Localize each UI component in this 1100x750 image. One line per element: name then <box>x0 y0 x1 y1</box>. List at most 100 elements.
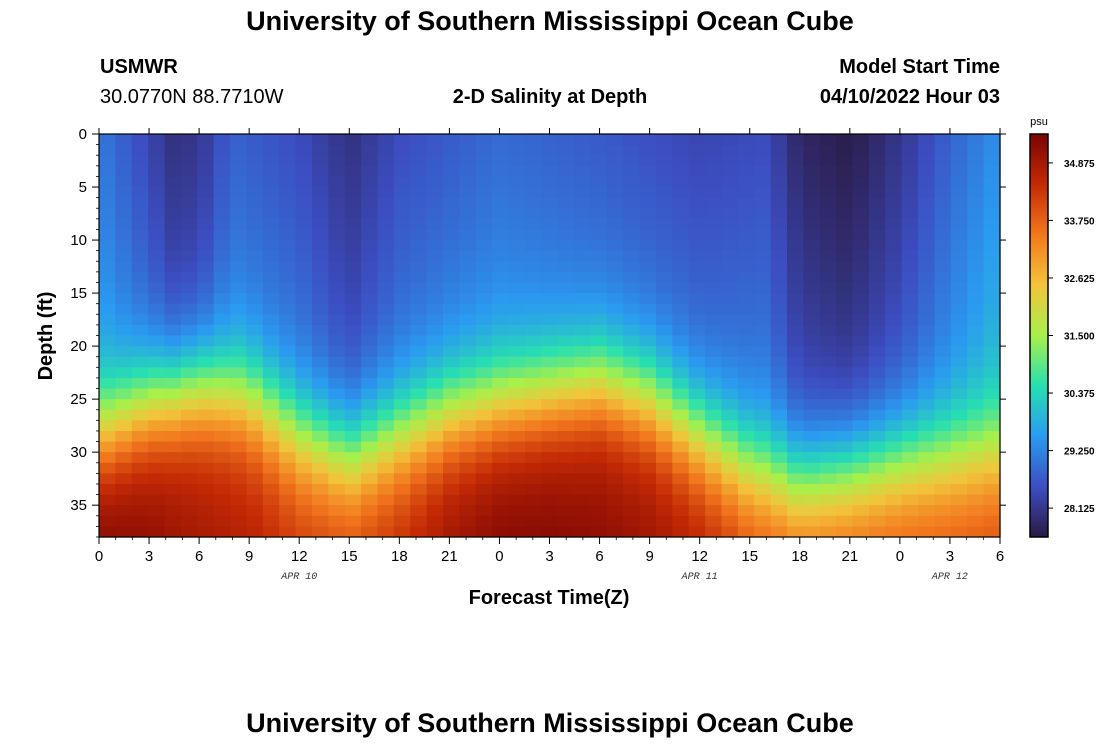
heatmap-cell <box>770 197 788 209</box>
heatmap-cell <box>295 324 313 337</box>
heatmap-cell <box>295 494 313 506</box>
heatmap-cell <box>164 229 182 241</box>
heatmap-cell <box>967 462 985 474</box>
heatmap-cell <box>524 197 542 209</box>
heatmap-cell <box>705 483 723 496</box>
heatmap-cell <box>950 409 968 421</box>
heatmap-cell <box>410 388 428 400</box>
heatmap-cell <box>180 462 198 474</box>
heatmap-cell <box>328 483 346 496</box>
heatmap-cell <box>934 377 952 390</box>
heatmap-cell <box>885 324 903 337</box>
heatmap-cell <box>99 314 116 326</box>
heatmap-cell <box>328 356 346 368</box>
heatmap-cell <box>754 261 772 273</box>
heatmap-cell <box>705 420 723 432</box>
heatmap-cell <box>230 197 248 209</box>
heatmap-cell <box>262 293 280 305</box>
heatmap-cell <box>623 452 641 464</box>
heatmap-cell <box>606 441 624 453</box>
heatmap-cell <box>475 208 493 220</box>
heatmap-cell <box>475 356 493 368</box>
heatmap-cell <box>344 505 362 517</box>
heatmap-cell <box>475 165 493 178</box>
heatmap-cell <box>836 420 854 432</box>
heatmap-cell <box>148 303 166 315</box>
heatmap-cell <box>819 155 837 167</box>
heatmap-cell <box>705 187 723 199</box>
heatmap-cell <box>885 399 903 411</box>
heatmap-cell <box>967 218 985 231</box>
x-tick-label: 21 <box>841 548 858 565</box>
heatmap-cell <box>180 271 198 284</box>
heatmap-cell <box>639 282 657 294</box>
heatmap-cell <box>655 134 673 146</box>
heatmap-cell <box>246 430 264 443</box>
heatmap-cell <box>508 367 526 379</box>
heatmap-cell <box>475 187 493 199</box>
heatmap-cell <box>426 144 444 156</box>
heatmap-cell <box>557 494 575 506</box>
heatmap-cell <box>541 388 559 400</box>
heatmap-cell <box>983 271 1001 284</box>
heatmap-cell <box>213 430 231 443</box>
heatmap-cell <box>623 441 641 453</box>
heatmap-cell <box>164 388 182 400</box>
heatmap-cell <box>672 303 690 315</box>
heatmap-cell <box>590 420 608 432</box>
heatmap-cell <box>655 377 673 390</box>
heatmap-cell <box>361 377 379 390</box>
heatmap-cell <box>230 505 248 517</box>
heatmap-cell <box>475 483 493 496</box>
heatmap-cell <box>606 420 624 432</box>
heatmap-cell <box>492 282 510 294</box>
heatmap-cell <box>426 229 444 241</box>
heatmap-cell <box>574 526 592 538</box>
heatmap-cell <box>410 144 428 156</box>
heatmap-cell <box>246 261 264 273</box>
heatmap-cell <box>508 430 526 443</box>
heatmap-cell <box>639 324 657 337</box>
heatmap-cell <box>131 367 149 379</box>
heatmap-cell <box>705 494 723 506</box>
heatmap-cell <box>311 526 329 538</box>
heatmap-cell <box>868 420 886 432</box>
heatmap-cell <box>426 473 444 485</box>
heatmap-cell <box>197 282 215 294</box>
heatmap-cell <box>967 187 985 199</box>
heatmap-cell <box>606 144 624 156</box>
heatmap-cell <box>967 473 985 485</box>
heatmap-cell <box>361 452 379 464</box>
heatmap-cell <box>868 452 886 464</box>
heatmap-cell <box>230 240 248 252</box>
heatmap-cell <box>344 229 362 241</box>
heatmap-cell <box>787 462 805 474</box>
heatmap-cell <box>885 420 903 432</box>
heatmap-cell <box>672 483 690 496</box>
heatmap-cell <box>983 388 1001 400</box>
heatmap-cell <box>852 494 870 506</box>
heatmap-cell <box>197 314 215 326</box>
heatmap-cell <box>639 473 657 485</box>
heatmap-cell <box>901 250 919 262</box>
heatmap-cell <box>377 282 395 294</box>
heatmap-cell <box>574 409 592 421</box>
heatmap-cell <box>344 250 362 262</box>
heatmap-cell <box>574 505 592 517</box>
heatmap-cell <box>459 250 477 262</box>
heatmap-cell <box>344 335 362 347</box>
heatmap-cell <box>426 494 444 506</box>
heatmap-cell <box>262 176 280 188</box>
heatmap-cell <box>443 165 460 178</box>
heatmap-cell <box>721 271 739 284</box>
heatmap-cell <box>918 335 936 347</box>
heatmap-cell <box>508 271 526 284</box>
heatmap-cell <box>361 155 379 167</box>
heatmap-cell <box>197 388 215 400</box>
date-label: APR 12 <box>931 572 968 583</box>
heatmap-cell <box>311 240 329 252</box>
heatmap-cell <box>787 314 805 326</box>
heatmap-cell <box>393 261 411 273</box>
heatmap-cell <box>180 240 198 252</box>
heatmap-cell <box>967 134 985 146</box>
